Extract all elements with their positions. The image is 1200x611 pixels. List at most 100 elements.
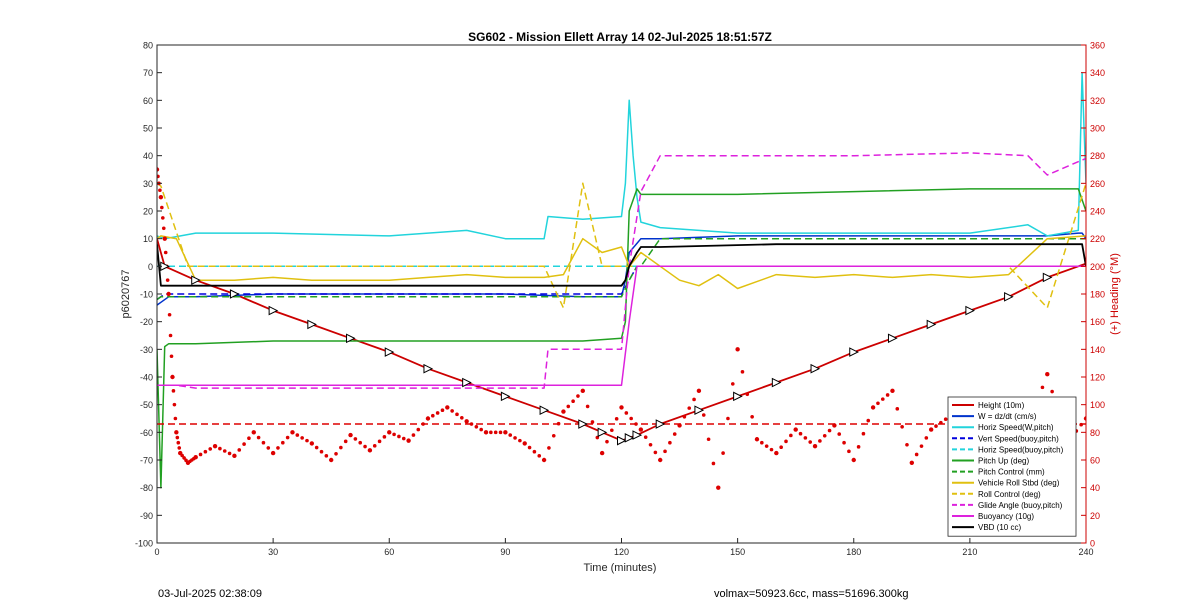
heading-point (430, 413, 435, 418)
height-marker (632, 430, 643, 440)
height-marker (965, 305, 975, 316)
heading-point (166, 291, 171, 297)
vehicle-roll-stbd-deg-line (157, 235, 1086, 290)
y-tick-label: -50 (140, 400, 153, 410)
heading-point (798, 431, 803, 436)
heading-point (387, 430, 392, 435)
heading-point (508, 433, 513, 437)
heading-point (537, 454, 542, 458)
heading-point (261, 440, 266, 445)
heading-point (416, 427, 421, 432)
heading-point (735, 347, 740, 352)
heading-point (648, 442, 653, 447)
heading-point (919, 444, 924, 448)
y2-tick-label: 340 (1090, 68, 1105, 78)
heading-point (218, 446, 222, 451)
heading-point (270, 450, 276, 456)
heading-point (334, 451, 338, 456)
heading-point (837, 432, 842, 436)
y-tick-label: 60 (143, 96, 153, 106)
heading-point (455, 412, 459, 417)
heading-point (401, 436, 406, 441)
heading-point (319, 449, 324, 454)
heading-point (1040, 385, 1045, 390)
legend-label: W = dz/dt (cm/s) (978, 412, 1037, 421)
heading-point (842, 440, 846, 445)
heading-point (532, 449, 537, 454)
heading-point (876, 401, 880, 406)
pitch-control-mm-line (157, 237, 1086, 301)
height-marker (849, 347, 859, 357)
height-marker (346, 333, 356, 344)
y2-tick-label: 0 (1090, 539, 1095, 549)
heading-point (158, 194, 164, 200)
height-marker (1042, 272, 1053, 283)
heading-point (182, 456, 186, 460)
heading-point (895, 407, 900, 411)
heading-point (566, 404, 571, 409)
heading-point (203, 449, 208, 454)
heading-point (165, 278, 170, 282)
heading-point (474, 425, 479, 429)
heading-point (900, 425, 904, 429)
x-tick-label: 180 (846, 547, 861, 557)
y-tick-label: -20 (140, 317, 153, 327)
y2-tick-label: 100 (1090, 400, 1105, 410)
legend-label: Buoyancy (10g) (978, 512, 1034, 521)
heading-point (397, 434, 401, 439)
heading-point (890, 388, 895, 394)
heading-point (624, 411, 629, 415)
y2-tick-label: 20 (1090, 511, 1100, 521)
y-tick-label: -60 (140, 428, 153, 438)
heading-point (177, 446, 182, 450)
heading-point (914, 452, 919, 457)
pitch-up-deg-line (157, 188, 1086, 489)
heading-point (232, 453, 237, 459)
heading-point (905, 442, 909, 447)
y-tick-label: -90 (140, 511, 153, 521)
heading-point (160, 205, 164, 210)
legend: Height (10m) W = dz/dt (cm/s) Horiz Speed(… (947, 396, 1077, 537)
heading-point (237, 448, 242, 452)
height-marker (624, 433, 635, 443)
heading-point (450, 409, 454, 413)
buoyancy-10g-line (157, 265, 1086, 387)
y-tick-label: -10 (140, 290, 153, 300)
heading-point (498, 430, 503, 435)
heading-point (682, 414, 687, 419)
heading-point (789, 433, 793, 438)
height-marker (500, 391, 511, 402)
heading-point (483, 430, 489, 435)
heading-point (808, 440, 813, 444)
x-tick-label: 30 (268, 547, 278, 557)
y2-tick-label: 60 (1090, 456, 1100, 466)
heading-point (793, 427, 798, 432)
heading-point (784, 439, 788, 444)
heading-point (339, 445, 343, 450)
heading-point (445, 405, 450, 410)
legend-label: Height (10m) (978, 401, 1025, 410)
heading-point (909, 460, 915, 465)
x-tick-label: 120 (614, 547, 629, 557)
heading-point (885, 393, 890, 397)
heading-point (435, 411, 440, 415)
height-marker (597, 427, 608, 438)
heading-point (721, 451, 725, 455)
heading-point (328, 457, 334, 463)
heading-point (176, 440, 181, 445)
heading-point (658, 457, 663, 463)
heading-point (861, 431, 866, 436)
heading-point (513, 436, 517, 440)
y-tick-label: -70 (140, 456, 153, 466)
heading-point (847, 449, 851, 454)
x-tick-label: 90 (500, 547, 510, 557)
heading-point (157, 174, 160, 179)
heading-point (173, 416, 178, 421)
axes-layer: -100-90-80-70-60-50-40-30-20-10010203040… (135, 41, 1105, 558)
heading-point (668, 440, 672, 445)
glide-angle-buoy-pitch-line (157, 152, 1086, 389)
y2-tick-label: 320 (1090, 96, 1105, 106)
heading-point (643, 435, 648, 439)
height-marker (268, 305, 279, 316)
